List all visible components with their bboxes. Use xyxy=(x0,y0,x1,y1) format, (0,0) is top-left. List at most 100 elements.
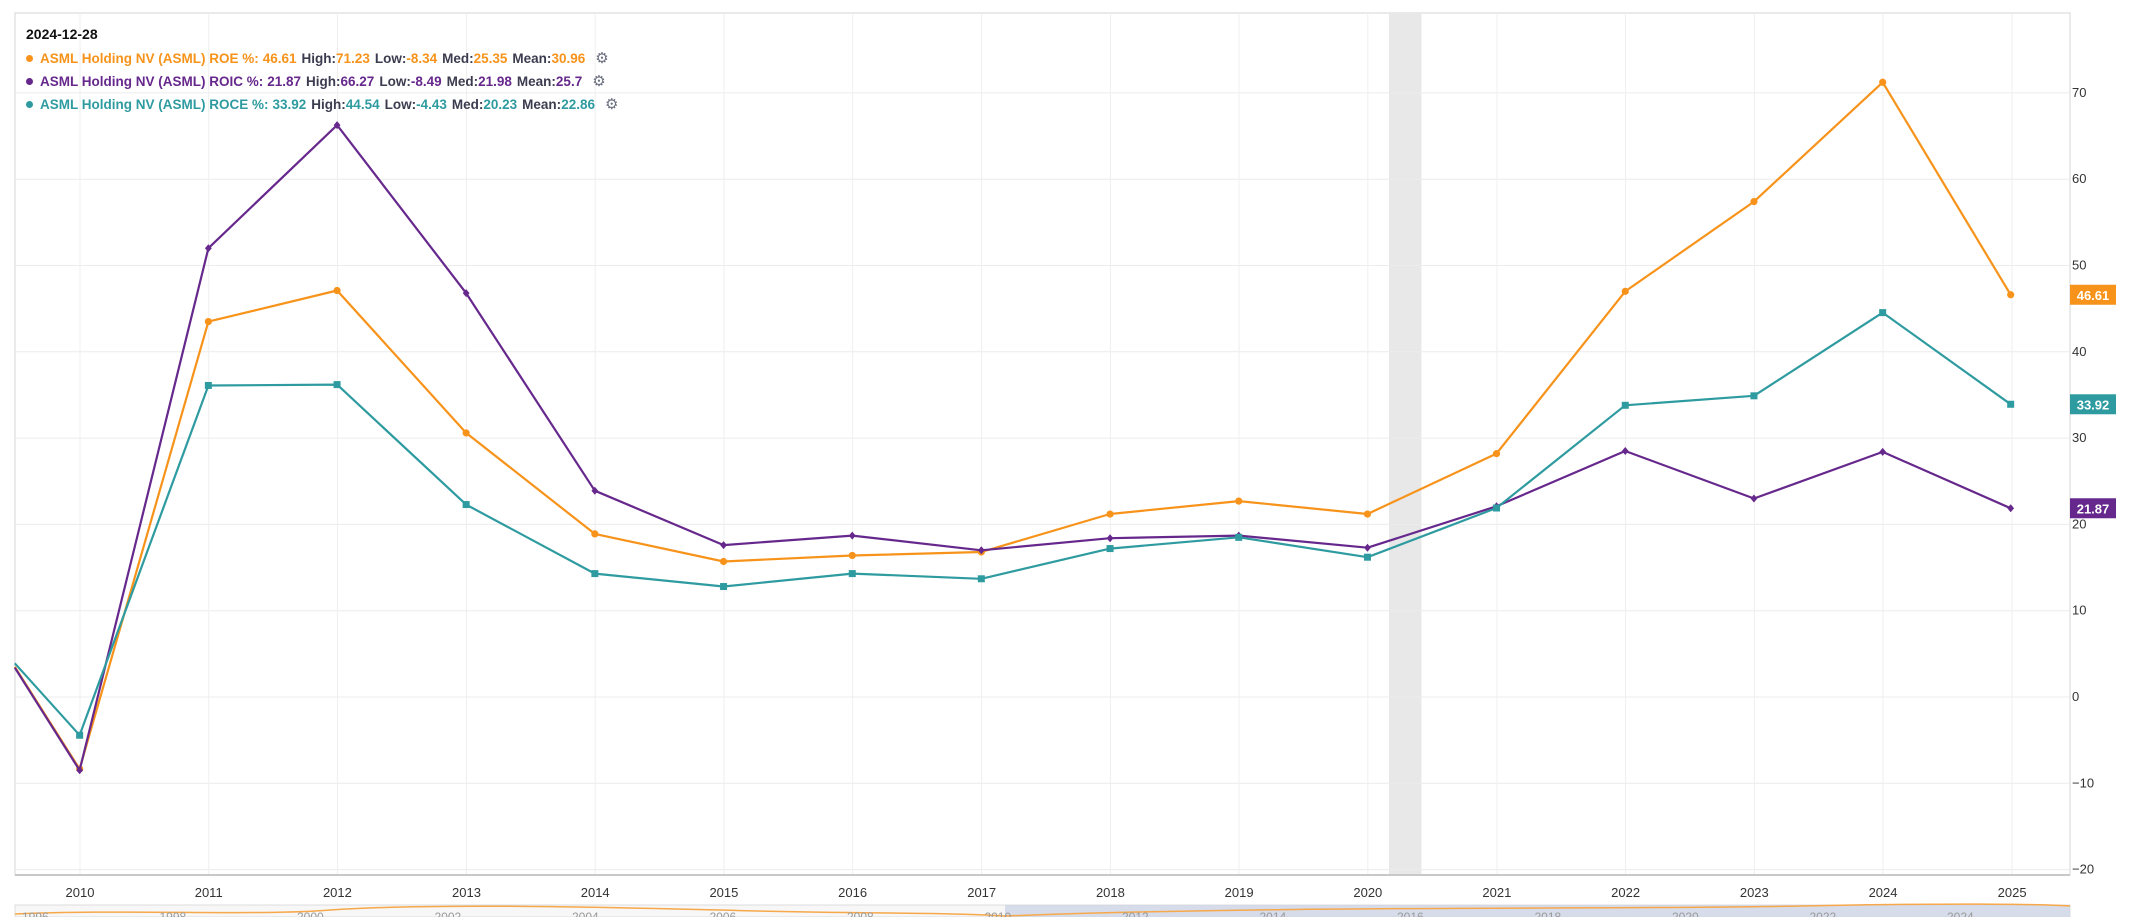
x-tick-label: 2016 xyxy=(838,885,867,900)
x-tick-label: 2024 xyxy=(1869,885,1898,900)
data-point[interactable] xyxy=(1106,534,1114,543)
x-tick-label: 2011 xyxy=(195,885,223,900)
data-point[interactable] xyxy=(204,317,212,326)
data-point[interactable] xyxy=(462,429,470,437)
x-tick-label: 2025 xyxy=(1998,885,2027,900)
legend-roic-med: 21.98 xyxy=(478,74,512,89)
data-point[interactable] xyxy=(1621,447,1629,456)
data-point[interactable] xyxy=(1235,533,1243,541)
data-point[interactable] xyxy=(1363,510,1372,518)
legend-roce-med: 20.23 xyxy=(483,97,518,112)
data-point[interactable] xyxy=(591,530,599,538)
x-tick-label: 2017 xyxy=(967,885,996,900)
legend-roe-low-label: Low: xyxy=(374,51,407,66)
data-point[interactable] xyxy=(591,486,599,495)
data-point[interactable] xyxy=(848,531,856,540)
data-point[interactable] xyxy=(977,575,985,583)
gear-icon[interactable]: ⚙ xyxy=(592,73,606,90)
navigator-selection[interactable] xyxy=(1005,905,2070,917)
legend-roic-low: -8.49 xyxy=(410,74,442,89)
legend-roce-current: 33.92 xyxy=(272,97,307,112)
y-tick-label: −20 xyxy=(2072,862,2094,877)
legend-roic-med-label: Med: xyxy=(446,74,479,89)
x-tick-label: 2010 xyxy=(66,885,95,900)
data-point[interactable] xyxy=(2007,504,2015,513)
legend-roce-low: -4.43 xyxy=(416,97,447,112)
data-point[interactable] xyxy=(591,570,599,578)
legend-item-roic[interactable]: ASML Holding NV (ASML) ROIC %: 21.87 Hig… xyxy=(26,70,618,93)
data-point[interactable] xyxy=(76,766,84,775)
roce-dot-icon xyxy=(26,101,33,108)
gear-icon[interactable]: ⚙ xyxy=(595,50,609,67)
data-point[interactable] xyxy=(1621,401,1629,409)
navigator-tick-label: 2002 xyxy=(435,910,462,917)
data-point[interactable] xyxy=(333,286,341,295)
last-value-label: 33.92 xyxy=(2077,397,2110,412)
gear-icon[interactable]: ⚙ xyxy=(604,96,619,113)
data-point[interactable] xyxy=(720,583,728,591)
legend-roic-high-label: High: xyxy=(306,74,341,89)
y-tick-label: 50 xyxy=(2072,258,2086,273)
data-point[interactable] xyxy=(2007,400,2015,408)
data-point[interactable] xyxy=(2007,291,2015,299)
legend-roe-high: 71.23 xyxy=(336,51,370,66)
data-point[interactable] xyxy=(1106,510,1114,518)
data-point[interactable] xyxy=(1106,545,1114,553)
x-tick-label: 2018 xyxy=(1096,885,1125,900)
data-point[interactable] xyxy=(1750,494,1758,503)
data-point[interactable] xyxy=(848,570,856,578)
legend-roce-name: ASML Holding NV (ASML) ROCE %: xyxy=(40,97,269,112)
navigator-tick-label: 2006 xyxy=(710,910,737,917)
chart-legend: 2024-12-28 ASML Holding NV (ASML) ROE %:… xyxy=(26,23,618,116)
plot-area xyxy=(14,12,2071,876)
legend-roe-low: -8.34 xyxy=(406,51,438,66)
legend-item-roe[interactable]: ASML Holding NV (ASML) ROE %: 46.61 High… xyxy=(26,47,618,70)
legend-roic-low-label: Low: xyxy=(379,74,411,89)
data-point[interactable] xyxy=(462,501,470,509)
legend-roic-current: 21.87 xyxy=(267,74,302,89)
legend-roce-low-label: Low: xyxy=(384,97,417,112)
y-tick-label: 60 xyxy=(2072,171,2086,186)
data-point[interactable] xyxy=(1363,553,1371,561)
data-point[interactable] xyxy=(1493,504,1501,512)
data-point[interactable] xyxy=(719,557,728,566)
data-point[interactable] xyxy=(1235,497,1243,505)
navigator-tick-label: 2010 xyxy=(985,910,1012,917)
data-point[interactable] xyxy=(462,289,470,298)
data-point[interactable] xyxy=(333,381,341,389)
navigator-tick-label: 2024 xyxy=(1947,910,1974,917)
data-point[interactable] xyxy=(333,121,341,130)
data-point[interactable] xyxy=(1879,309,1887,317)
x-tick-label: 2014 xyxy=(581,885,610,900)
navigator-tick-label: 2022 xyxy=(1810,910,1837,917)
data-point[interactable] xyxy=(1364,543,1371,552)
data-point[interactable] xyxy=(76,731,84,739)
legend-roce-mean-label: Mean: xyxy=(522,97,562,112)
data-point[interactable] xyxy=(720,541,727,550)
legend-roic-mean-label: Mean: xyxy=(516,74,556,89)
legend-roce-med-label: Med: xyxy=(451,97,484,112)
data-point[interactable] xyxy=(848,551,856,560)
legend-item-roce[interactable]: ASML Holding NV (ASML) ROCE %: 33.92 Hig… xyxy=(26,93,618,116)
legend-roe-med-label: Med: xyxy=(442,51,474,66)
data-point[interactable] xyxy=(977,546,985,555)
data-point[interactable] xyxy=(204,244,212,253)
legend-roe-name: ASML Holding NV (ASML) ROE %: xyxy=(40,51,259,66)
legend-roe-mean: 30.96 xyxy=(551,51,586,66)
data-point[interactable] xyxy=(1750,392,1758,400)
x-tick-label: 2012 xyxy=(323,885,352,900)
x-tick-label: 2015 xyxy=(709,885,738,900)
data-point[interactable] xyxy=(1621,287,1629,295)
data-point[interactable] xyxy=(204,381,212,389)
data-point[interactable] xyxy=(1879,78,1887,86)
last-value-badge xyxy=(2070,394,2116,415)
legend-roe-med: 25.35 xyxy=(473,51,508,66)
data-point[interactable] xyxy=(1879,447,1887,456)
data-point[interactable] xyxy=(1492,450,1501,458)
navigator-tick-label: 2000 xyxy=(297,910,324,917)
data-point[interactable] xyxy=(1750,198,1758,206)
roic-dot-icon xyxy=(26,78,33,85)
shaded-band xyxy=(1388,13,1422,875)
